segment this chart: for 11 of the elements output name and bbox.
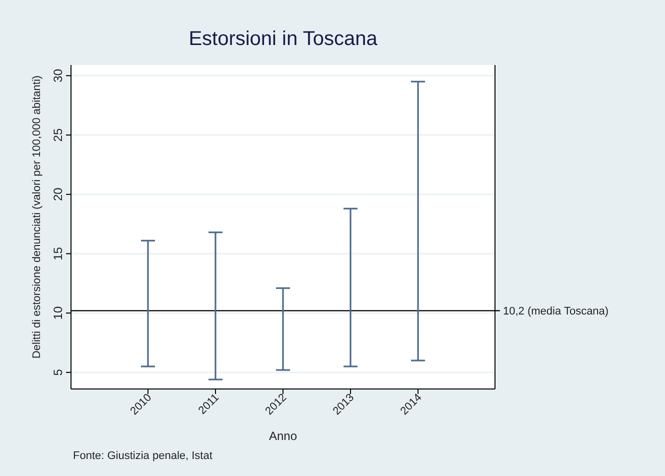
y-tick-label: 20 [51,187,65,202]
y-tick-label: 25 [51,128,65,142]
y-tick-label: 30 [51,68,65,82]
y-tick-label: 5 [51,368,65,376]
y-tick-label: 10 [51,306,65,320]
ref-line-label: 10,2 (media Toscana) [503,306,609,318]
x-axis-title: Anno [268,429,298,443]
y-axis-title: Delitti di estorsione denunciati (valori per 100,000 abitanti) [31,75,43,359]
source-note: Fonte: Giustizia penale, Istat [73,450,212,462]
y-tick-label: 15 [51,246,65,260]
chart-title: Estorsioni in Toscana [188,28,378,50]
